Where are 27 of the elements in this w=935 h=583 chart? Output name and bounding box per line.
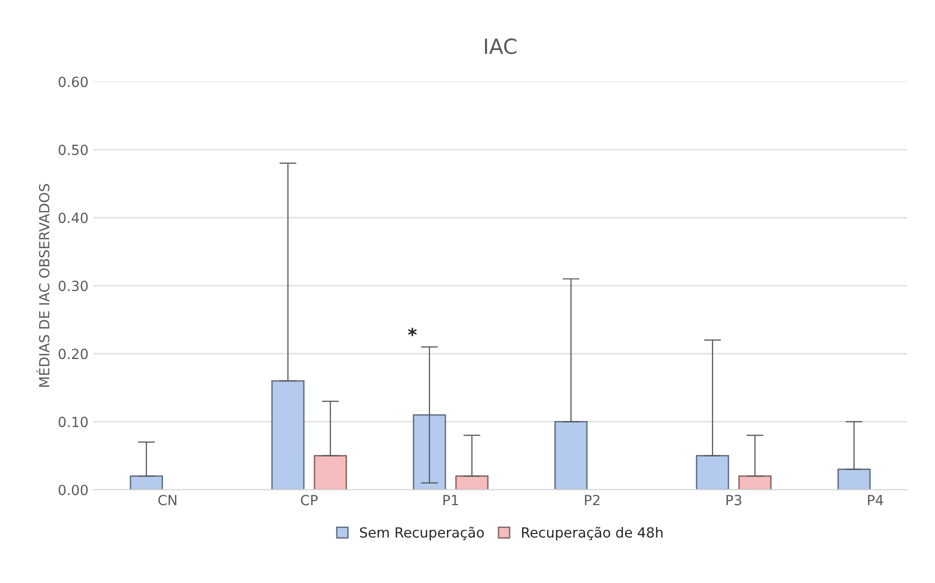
legend-label: Recuperação de 48h	[522, 526, 662, 540]
y-tick-label: 0.60	[58, 76, 88, 88]
x-tick-label: P1	[443, 495, 458, 506]
y-tick-label: 0.10	[58, 416, 88, 428]
x-tick-label: P2	[584, 494, 600, 506]
x-tick-label: P4	[868, 495, 884, 506]
y-tick-label: 0.20	[58, 348, 88, 360]
y-tick-label: 0.30	[58, 280, 88, 292]
annotation: *	[408, 328, 417, 336]
chart-title: IAC	[484, 38, 516, 54]
y-tick-label: 0.40	[58, 212, 88, 224]
bar	[837, 468, 871, 490]
bar	[455, 475, 489, 490]
x-tick-label: P3	[726, 494, 742, 506]
bar	[412, 414, 446, 490]
x-tick-label: CP	[300, 494, 318, 506]
bar	[738, 475, 772, 490]
bar	[696, 455, 730, 490]
bar	[130, 475, 164, 490]
y-tick-label: 0.00	[58, 484, 88, 496]
y-axis-title: MÉDIAS DE IAC OBSERVADOS	[36, 184, 50, 387]
legend-label: Sem Recuperação	[360, 526, 484, 540]
x-tick-label: CN	[158, 494, 176, 506]
bar	[554, 421, 588, 490]
bar	[271, 380, 305, 490]
bar	[314, 455, 348, 490]
y-tick-label: 0.50	[58, 144, 88, 156]
